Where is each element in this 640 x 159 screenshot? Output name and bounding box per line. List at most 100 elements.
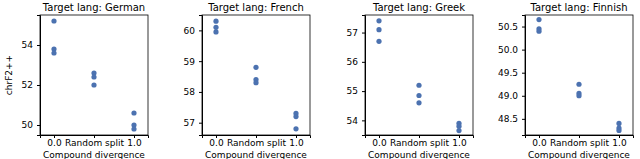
y-tick-label: 57 (184, 118, 195, 128)
x-axis-title: Compound divergence (205, 150, 307, 159)
points (51, 18, 136, 131)
y-axis-line (362, 16, 366, 136)
y-axis-line (199, 16, 203, 136)
y-tick: 60 (184, 26, 202, 36)
y-axis: 50 52 54 (22, 16, 41, 136)
point (131, 126, 136, 131)
y-tick: 56 (347, 57, 365, 67)
y-tick-label: 58 (184, 87, 196, 97)
x-tick: 0.0 (532, 135, 547, 148)
plot-frame (525, 15, 633, 135)
x-axis-title: Compound divergence (43, 150, 145, 159)
chart-title: Target lang: German (42, 2, 145, 13)
point (91, 82, 96, 87)
x-tick-label: Random split (227, 138, 287, 148)
point (293, 126, 298, 131)
y-tick-label: 56 (347, 57, 359, 67)
x-tick-label: 0.0 (209, 138, 224, 148)
chart-title: Target lang: French (207, 2, 304, 13)
point (213, 29, 218, 34)
points (376, 18, 461, 133)
x-tick-label: 0.0 (372, 138, 387, 148)
y-tick: 54 (347, 116, 365, 126)
y-tick: 50.0 (498, 45, 525, 55)
y-tick: 55 (347, 86, 365, 96)
point (293, 114, 298, 119)
x-axis: 0.0Random split1.0 (366, 135, 474, 148)
x-tick: 1.0 (452, 135, 467, 148)
y-tick: 58 (184, 87, 202, 97)
y-tick-label: 55 (347, 86, 358, 96)
y-tick-label: 57 (347, 28, 358, 38)
x-tick-label: 0.0 (532, 138, 547, 148)
point (253, 65, 258, 70)
x-tick: Random split (65, 135, 125, 148)
y-tick-label: 54 (22, 40, 34, 50)
x-tick: 1.0 (127, 135, 142, 148)
y-tick-label: 60 (184, 26, 196, 36)
point (616, 121, 621, 126)
y-tick-mark (37, 85, 40, 86)
y-axis: 54 55 56 57 (347, 16, 366, 136)
point (416, 83, 421, 88)
y-tick-label: 50.0 (498, 45, 518, 55)
point (51, 18, 56, 23)
y-tick: 57 (347, 28, 365, 38)
points (536, 17, 621, 133)
y-tick: 54 (22, 40, 40, 50)
point (576, 82, 581, 87)
plot-frame (365, 15, 473, 135)
x-tick-label: 1.0 (127, 138, 142, 148)
x-tick-label: 0.0 (47, 138, 62, 148)
panel: 48.5 49.0 49.5 50.0 50.5 0.0Random split1.0 Ta… (498, 2, 634, 159)
x-tick: 0.0 (209, 135, 224, 148)
y-tick-mark (522, 96, 525, 97)
point (576, 93, 581, 98)
panel: 575859600.0Random split1.0Target lang: F… (184, 2, 311, 159)
x-tick-label: Random split (550, 138, 610, 148)
chart-title: Target lang: Greek (372, 2, 465, 13)
y-tick-label: 48.5 (498, 114, 518, 124)
y-tick-mark (37, 45, 40, 46)
y-axis-line (37, 16, 41, 136)
x-tick: Random split (227, 135, 287, 148)
x-axis-title: Compound divergence (368, 150, 470, 159)
y-tick-label: 52 (22, 80, 33, 90)
x-tick: 0.0 (47, 135, 62, 148)
y-tick: 59 (184, 57, 202, 67)
point (376, 39, 381, 44)
y-tick-label: 49.5 (498, 68, 518, 78)
y-tick-label: 50.5 (498, 22, 518, 32)
point (131, 110, 136, 115)
point (376, 27, 381, 32)
y-axis: 57 58 59 60 (184, 16, 203, 136)
x-tick-label: 1.0 (612, 138, 627, 148)
y-tick-mark (522, 50, 525, 51)
plot-frame (40, 15, 148, 135)
x-tick-label: Random split (390, 138, 450, 148)
x-tick: 0.0 (372, 135, 387, 148)
y-tick: 50.5 (498, 22, 525, 32)
plot-frame (202, 15, 310, 135)
y-tick: 52 (22, 80, 40, 90)
point (456, 128, 461, 133)
y-tick-mark (199, 92, 202, 93)
y-axis: 48.5 49.0 49.5 50.0 50.5 (498, 16, 526, 136)
y-axis-title: chrF2++ (4, 55, 14, 95)
point (51, 50, 56, 55)
y-axis-line (522, 16, 526, 136)
point (416, 100, 421, 105)
y-tick-label: 54 (347, 116, 359, 126)
y-tick: 49.0 (498, 91, 525, 101)
point (416, 93, 421, 98)
x-axis: 0.0Random split1.0 (526, 135, 634, 148)
y-tick-mark (199, 61, 202, 62)
point (91, 74, 96, 79)
panel: 50 52 54 0.0Random split1.0 Target lang: Ger… (4, 2, 149, 159)
x-tick-label: 1.0 (452, 138, 467, 148)
point (536, 29, 541, 34)
y-tick: 50 (22, 120, 40, 130)
x-tick: Random split (550, 135, 610, 148)
point (536, 17, 541, 22)
chart-title: Target lang: Finnish (529, 2, 627, 13)
